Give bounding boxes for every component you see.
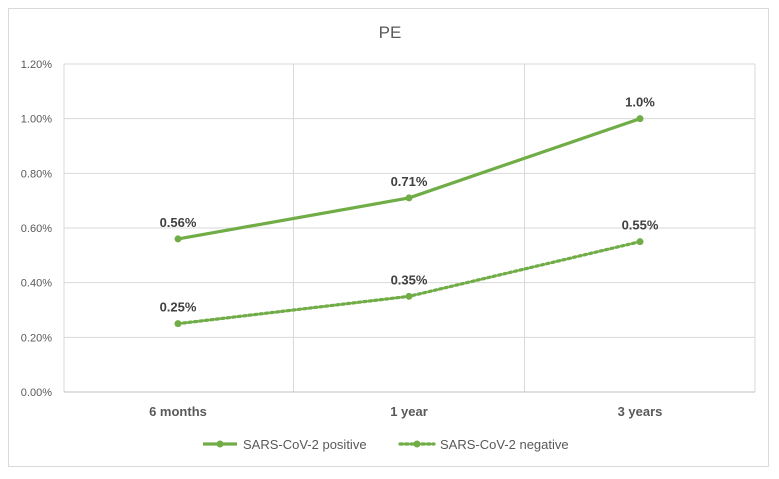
- gridlines: [63, 63, 756, 392]
- chart-area: [8, 8, 769, 467]
- x-tick-label: 3 years: [618, 404, 663, 419]
- data-labels: 0.56% 0.71% 1.0% 0.25% 0.35% 0.55%: [160, 95, 659, 315]
- y-tick-label: 0.40%: [21, 278, 52, 290]
- data-point: [174, 235, 182, 243]
- data-label: 0.71%: [391, 174, 428, 189]
- data-label: 0.35%: [391, 272, 428, 287]
- data-label: 1.0%: [625, 95, 655, 110]
- data-point: [405, 292, 413, 300]
- y-tick-label: 1.20%: [21, 59, 52, 71]
- data-point: [636, 115, 644, 123]
- x-tick-label: 1 year: [390, 404, 428, 419]
- y-tick-label: 0.60%: [21, 223, 52, 235]
- y-tick-label: 0.20%: [21, 332, 52, 344]
- legend-swatch-marker: [216, 440, 224, 448]
- data-label: 0.56%: [160, 215, 197, 230]
- legend-label: SARS-CoV-2 negative: [440, 437, 569, 452]
- legend: SARS-CoV-2 positive SARS-CoV-2 negative: [203, 437, 569, 452]
- data-label: 0.55%: [622, 218, 659, 233]
- y-tick-label: 0.00%: [21, 387, 52, 399]
- data-label: 0.25%: [160, 300, 197, 315]
- legend-swatch-marker: [413, 440, 421, 448]
- chart-title: PE: [379, 23, 402, 42]
- axes: 0.00% 0.20% 0.40% 0.60% 0.80% 1.00% 1.20% 6 mon…: [21, 59, 755, 419]
- legend-label: SARS-CoV-2 positive: [243, 437, 367, 452]
- y-tick-label: 1.00%: [21, 114, 52, 126]
- data-point: [405, 194, 413, 202]
- y-tick-label: 0.80%: [21, 168, 52, 180]
- x-tick-label: 6 months: [149, 404, 207, 419]
- series-layer: [174, 115, 644, 328]
- data-point: [636, 238, 644, 246]
- data-point: [174, 320, 182, 328]
